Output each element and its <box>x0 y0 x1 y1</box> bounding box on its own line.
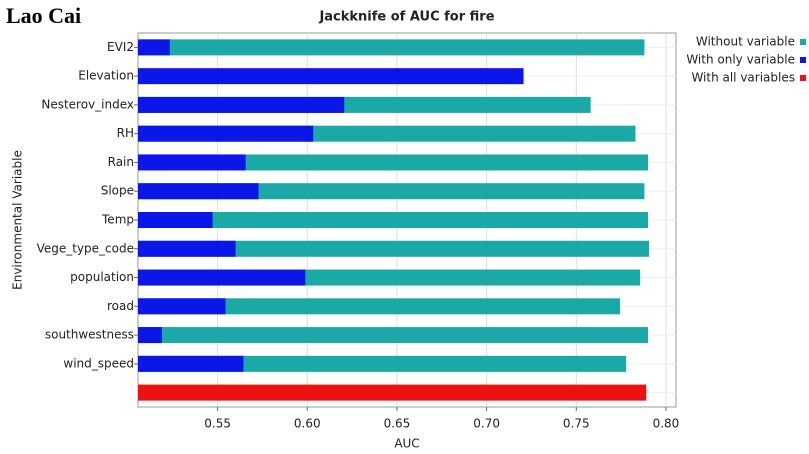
x-tick-label: 0.60 <box>294 417 321 431</box>
x-axis-label: AUC <box>394 437 419 451</box>
y-axis-label: Environmental Variable <box>11 150 25 290</box>
y-tick-label: Nesterov_index <box>41 97 134 111</box>
bar <box>138 355 627 372</box>
bar <box>138 68 524 85</box>
bar <box>138 355 244 372</box>
y-tick-label: southwestness <box>45 328 134 342</box>
legend-swatch <box>800 57 806 63</box>
x-tick-label: 0.55 <box>204 417 231 431</box>
bar <box>138 327 649 344</box>
bar <box>138 183 259 200</box>
y-tick-label: Vege_type_code <box>37 241 134 255</box>
legend-label: With only variable <box>686 53 795 67</box>
y-tick-label: Slope <box>101 184 134 198</box>
legend-label: With all variables <box>691 71 795 85</box>
x-tick-label: 0.70 <box>473 417 500 431</box>
bar <box>138 39 645 56</box>
y-tick-label: Temp <box>101 213 134 227</box>
x-tick-label: 0.65 <box>384 417 411 431</box>
panel-label: Lao Cai <box>6 3 81 28</box>
y-tick-label: RH <box>117 126 134 140</box>
bar <box>138 183 645 200</box>
bar <box>138 240 650 257</box>
bar <box>138 212 213 228</box>
y-tick-label: road <box>107 299 134 313</box>
bar <box>138 327 162 344</box>
bar <box>138 384 647 401</box>
x-tick-label: 0.75 <box>563 417 590 431</box>
y-tick-label: wind_speed <box>63 356 134 370</box>
bar <box>138 96 345 113</box>
bar <box>138 154 246 171</box>
bar <box>138 212 649 228</box>
x-tick-label: 0.80 <box>653 417 680 431</box>
y-tick-label: EVI2 <box>107 40 134 54</box>
bar <box>138 154 649 171</box>
bar <box>138 125 314 142</box>
bar <box>138 298 226 315</box>
legend-swatch <box>800 75 806 81</box>
legend-label: Without variable <box>696 35 795 49</box>
bar <box>138 240 236 257</box>
legend-swatch <box>800 39 806 45</box>
bar <box>138 39 170 56</box>
y-tick-label: population <box>70 270 134 284</box>
bar <box>138 298 621 315</box>
bar <box>138 269 306 286</box>
chart-title: Jackknife of AUC for fire <box>318 10 494 25</box>
y-tick-label: Elevation <box>78 69 134 83</box>
y-tick-label: Rain <box>108 155 134 169</box>
